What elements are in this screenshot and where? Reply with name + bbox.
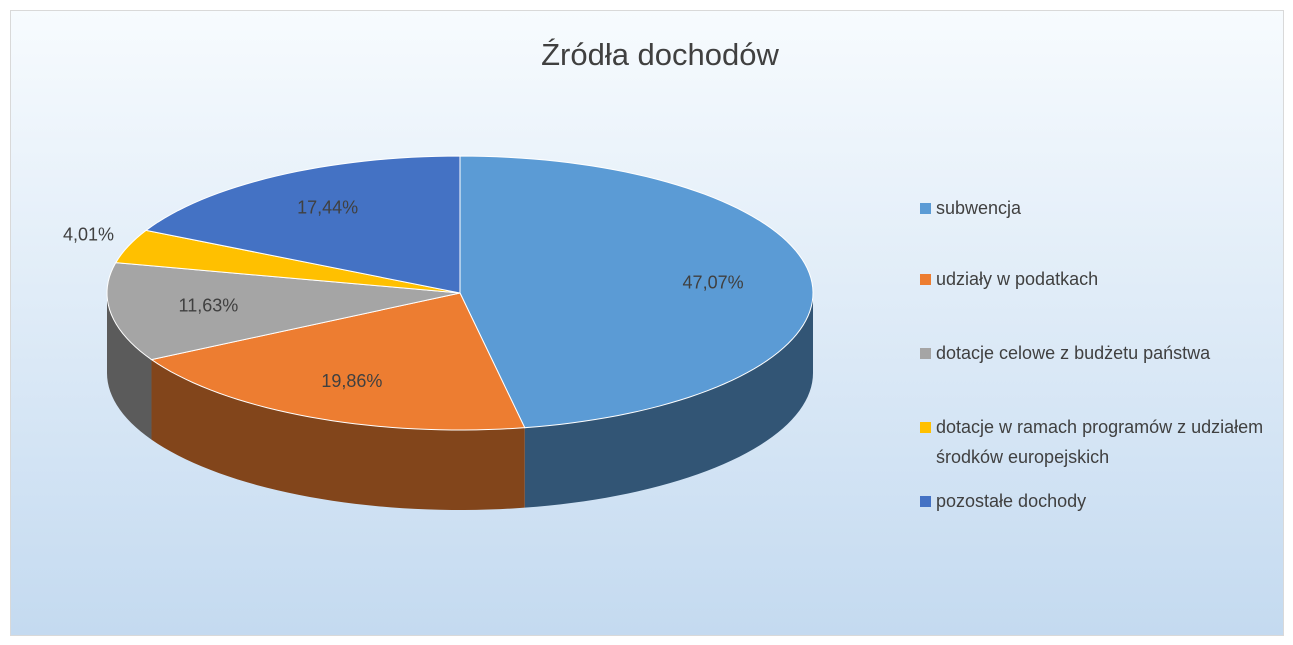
data-label: 11,63% bbox=[179, 296, 239, 316]
pie-side bbox=[524, 293, 813, 508]
legend-label: dotacje celowe z budżetu państwa bbox=[936, 343, 1211, 363]
legend-item: pozostałe dochody bbox=[920, 486, 1280, 516]
pie-side bbox=[151, 359, 525, 510]
legend-label: pozostałe dochody bbox=[936, 491, 1087, 511]
legend-swatch bbox=[920, 274, 931, 285]
legend-swatch bbox=[920, 422, 931, 433]
pie-slice bbox=[459, 155, 814, 429]
pie-slice bbox=[144, 155, 461, 294]
legend-item: dotacje celowe z budżetu państwa bbox=[920, 338, 1280, 368]
legend-item: subwencja bbox=[920, 193, 1280, 223]
chart-title: Źródła dochodów bbox=[541, 37, 779, 72]
legend-label: udziały w podatkach bbox=[936, 269, 1099, 289]
legend-label: dotacje w ramach programów z udziałem śr… bbox=[936, 417, 1264, 467]
data-label: 47,07% bbox=[683, 273, 744, 293]
pie-slice bbox=[114, 229, 461, 294]
pie-slice bbox=[150, 292, 526, 431]
legend-swatch bbox=[920, 203, 931, 214]
legend-swatch bbox=[920, 496, 931, 507]
legend-swatch bbox=[920, 348, 931, 359]
pie-slice bbox=[106, 262, 461, 361]
data-label: 19,86% bbox=[321, 371, 382, 391]
legend-item: dotacje w ramach programów z udziałem śr… bbox=[920, 412, 1280, 472]
pie-side bbox=[107, 293, 152, 440]
legend-label: subwencja bbox=[936, 198, 1022, 218]
data-label: 4,01% bbox=[63, 224, 114, 244]
legend-item: udziały w podatkach bbox=[920, 264, 1280, 294]
data-label: 17,44% bbox=[297, 198, 358, 218]
